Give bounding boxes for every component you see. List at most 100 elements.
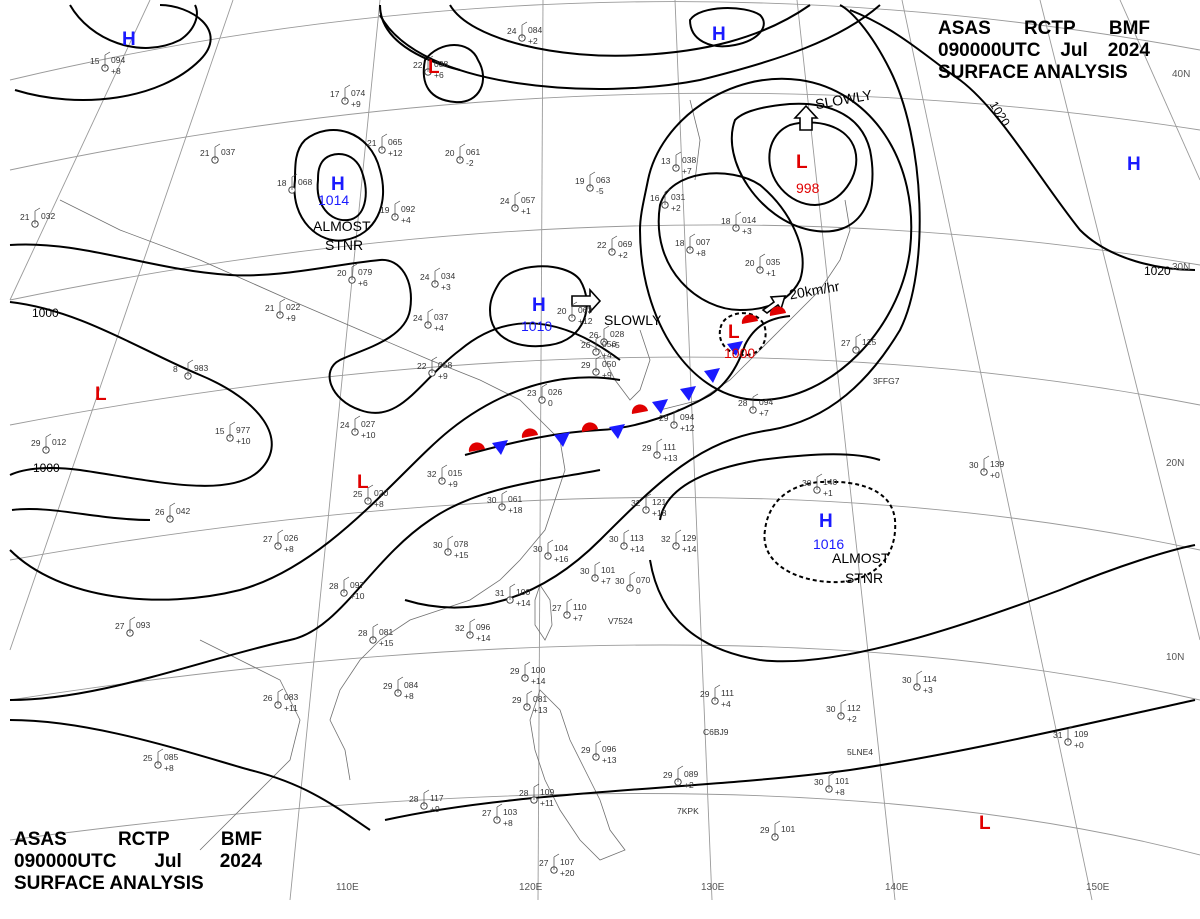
station-temp: 25 — [353, 489, 363, 499]
low-1000-ring — [718, 312, 767, 357]
station-temp: 30 — [902, 675, 912, 685]
wind-barb — [774, 820, 781, 837]
center-value: 1016 — [813, 536, 844, 552]
wind-barb — [469, 618, 476, 635]
station-temp: 30 — [533, 544, 543, 554]
isobar — [659, 453, 881, 521]
station-pressure: 070 — [636, 575, 650, 585]
low-center: L — [357, 472, 369, 493]
station-temp: 30 — [580, 566, 590, 576]
stationary-front — [464, 315, 791, 456]
station-temp: 26 — [263, 693, 273, 703]
station-temp: 28 — [738, 398, 748, 408]
station-temp: 20 — [337, 268, 347, 278]
station-temp: 24 — [340, 420, 350, 430]
high-center-1014: H — [331, 174, 345, 195]
wind-barb — [427, 308, 434, 325]
station-pressure: 026 — [284, 533, 298, 543]
movement-note: STNR — [845, 570, 883, 586]
station-temp: 30 — [969, 460, 979, 470]
station-tendency: +8 — [404, 691, 414, 701]
station-tendency: +2 — [684, 780, 694, 790]
station-temp: 30 — [487, 495, 497, 505]
station-pressure: 083 — [284, 692, 298, 702]
station-tendency: +13 — [602, 755, 617, 765]
station-plot: 32 129+14 — [661, 529, 697, 554]
station-tendency: +11 — [284, 703, 298, 713]
wind-barb — [547, 539, 554, 556]
wind-barb — [459, 143, 466, 160]
warm-front-semicircle — [468, 442, 485, 452]
station-pressure: 125 — [862, 337, 876, 347]
isobar-1016-ring — [763, 480, 897, 584]
station-plot: 32 096+14 — [455, 618, 491, 643]
station-temp: 29 — [760, 825, 770, 835]
station-tendency: +8 — [503, 818, 513, 828]
station-plot: 29 012 — [31, 433, 66, 454]
station-temp: 18 — [721, 216, 731, 226]
station-tendency: +12 — [578, 316, 593, 326]
station-plot: 21 022+9 — [265, 298, 300, 323]
station-pressure: 085 — [164, 752, 178, 762]
station-temp: 28 — [409, 794, 419, 804]
station-pressure: 097 — [350, 580, 364, 590]
station-temp: 26 — [155, 507, 165, 517]
taiwan-coast — [534, 584, 553, 641]
wind-barb — [501, 490, 508, 507]
station-tendency: +10 — [350, 591, 365, 601]
wind-barb — [673, 408, 680, 425]
station-plot: 25 020+8 — [353, 484, 388, 509]
station-plot: 29 089+2 — [663, 765, 698, 790]
wind-barb — [277, 688, 284, 705]
station-tendency: +14 — [630, 544, 645, 554]
cold-front-triangle — [609, 424, 625, 439]
valid-year: 2024 — [219, 851, 262, 872]
wind-barb — [229, 421, 236, 438]
isobar — [316, 153, 367, 222]
station-temp: 8 — [173, 364, 178, 374]
station-tendency: 0 — [548, 398, 553, 408]
isobar-label: 1020 — [1144, 264, 1171, 278]
station-temp: 18 — [675, 238, 685, 248]
station-pressure: 094 — [111, 55, 125, 65]
station-plot: 30 113+14 — [609, 529, 645, 554]
station-plot: 30 101+7 — [580, 561, 615, 586]
station-temp: 21 — [367, 138, 377, 148]
station-tendency: +4 — [434, 323, 444, 333]
cold-front-triangle — [680, 386, 696, 401]
valid-year: 2024 — [1107, 40, 1150, 61]
station-temp: 28 — [358, 628, 368, 638]
station-plot: 31 100+14 — [495, 583, 531, 608]
coastlines — [59, 99, 851, 861]
wind-barb — [397, 676, 404, 693]
station-tendency: +12 — [680, 423, 695, 433]
station-tendency: +1 — [823, 488, 833, 498]
wind-barb — [689, 233, 696, 250]
wind-barb — [840, 699, 847, 716]
station-pressure: 107 — [560, 857, 574, 867]
station-code: RCTP — [1023, 18, 1076, 39]
station-pressure: 084 — [404, 680, 418, 690]
station-tendency: +7 — [682, 166, 692, 176]
meridian — [1039, 0, 1200, 641]
meridian — [9, 0, 234, 651]
station-pressure: 101 — [781, 824, 795, 834]
station-pressure: 020 — [374, 488, 388, 498]
wind-barb — [571, 301, 578, 318]
motion-arrow-1010 — [571, 287, 602, 315]
wind-barb — [541, 383, 548, 400]
station-plot: 24 084+2 — [507, 21, 542, 46]
station-pressure: 027 — [361, 419, 375, 429]
station-pressure: 061 — [508, 494, 522, 504]
isobar — [488, 265, 588, 348]
high-center: H — [122, 29, 136, 50]
station-pressure: 117 — [430, 793, 444, 803]
parallel — [9, 496, 1200, 561]
wind-barb — [677, 765, 684, 782]
center-value: 998 — [796, 180, 820, 196]
station-plot: 29 094+12 — [659, 408, 695, 433]
station-temp: 22 — [413, 60, 423, 70]
cold-front-triangle — [727, 341, 743, 356]
isobar — [449, 4, 811, 57]
